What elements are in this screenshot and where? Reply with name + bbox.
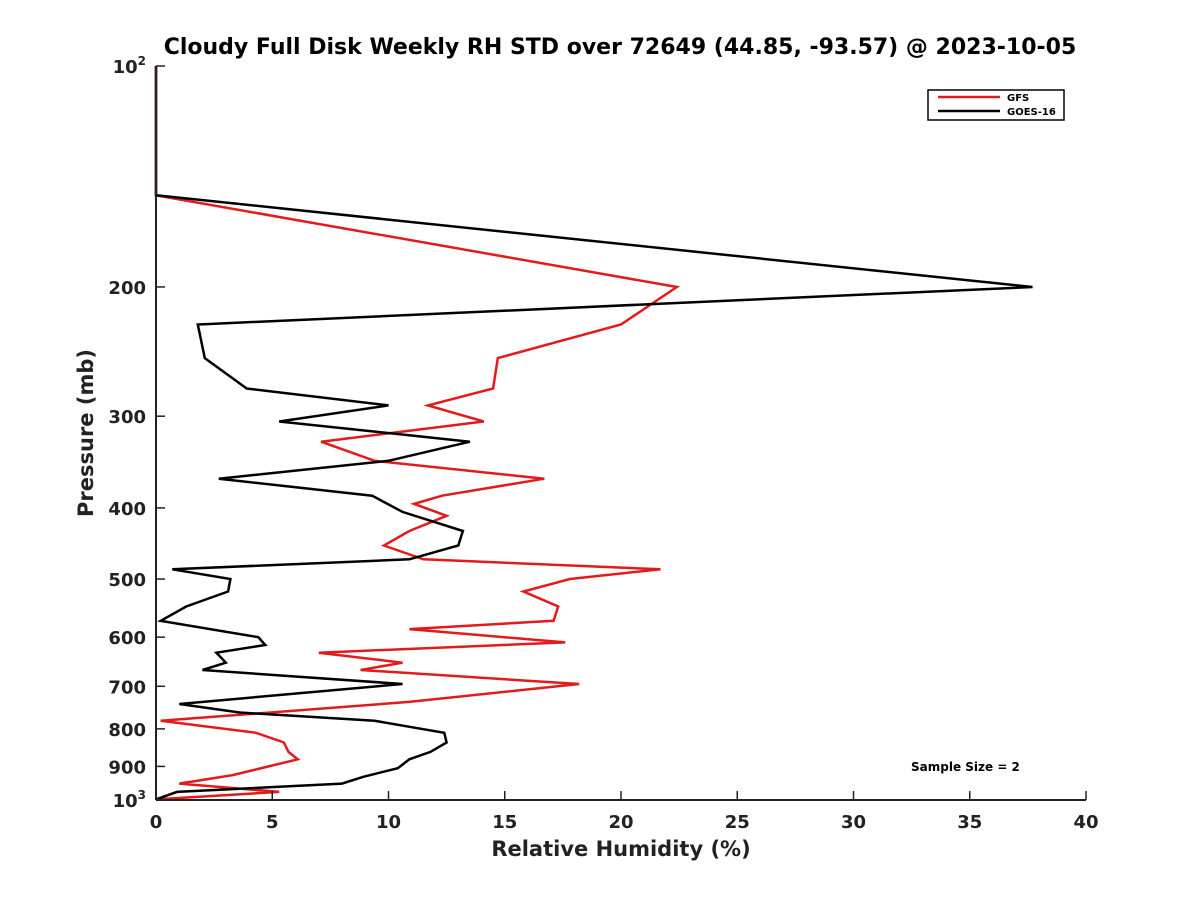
x-tick-label: 15	[492, 812, 517, 833]
x-tick-label: 25	[725, 812, 750, 833]
x-tick-label: 20	[608, 812, 633, 833]
y-tick-label: 500	[108, 570, 146, 591]
y-tick-label: 102	[113, 54, 146, 78]
x-tick-label: 5	[266, 812, 279, 833]
y-tick-label: 800	[108, 720, 146, 741]
y-ticks: 102 200 300 400 500 600 700 800 900 103	[108, 54, 165, 812]
series-line-goes16	[154, 66, 1033, 801]
y-tick-label: 103	[113, 788, 146, 812]
legend-box	[927, 89, 1065, 121]
y-axis-label: Pressure (mb)	[74, 349, 98, 517]
legend: GFS GOES-16	[927, 89, 1065, 121]
x-tick-label: 40	[1073, 812, 1098, 833]
x-tick-label: 35	[957, 812, 982, 833]
y-tick-label: 900	[108, 757, 146, 778]
sample-size-annotation: Sample Size = 2	[911, 760, 1020, 774]
series-line-gfs	[154, 66, 681, 801]
chart-title: Cloudy Full Disk Weekly RH STD over 7264…	[164, 35, 1077, 60]
y-tick-label: 600	[108, 628, 146, 649]
x-tick-label: 10	[376, 812, 401, 833]
y-tick-label: 400	[108, 499, 146, 520]
legend-label-goes16: GOES-16	[1007, 107, 1056, 118]
series-layer	[154, 66, 1033, 801]
x-ticks: 0 5 10 15 20 25 30 35 40	[150, 791, 1099, 833]
y-tick-label: 200	[108, 278, 146, 299]
legend-label-gfs: GFS	[1007, 93, 1029, 104]
y-tick-label: 300	[108, 407, 146, 428]
x-tick-label: 30	[841, 812, 866, 833]
y-tick-label: 700	[108, 677, 146, 698]
x-tick-label: 0	[150, 812, 163, 833]
x-axis-label: Relative Humidity (%)	[491, 837, 750, 861]
